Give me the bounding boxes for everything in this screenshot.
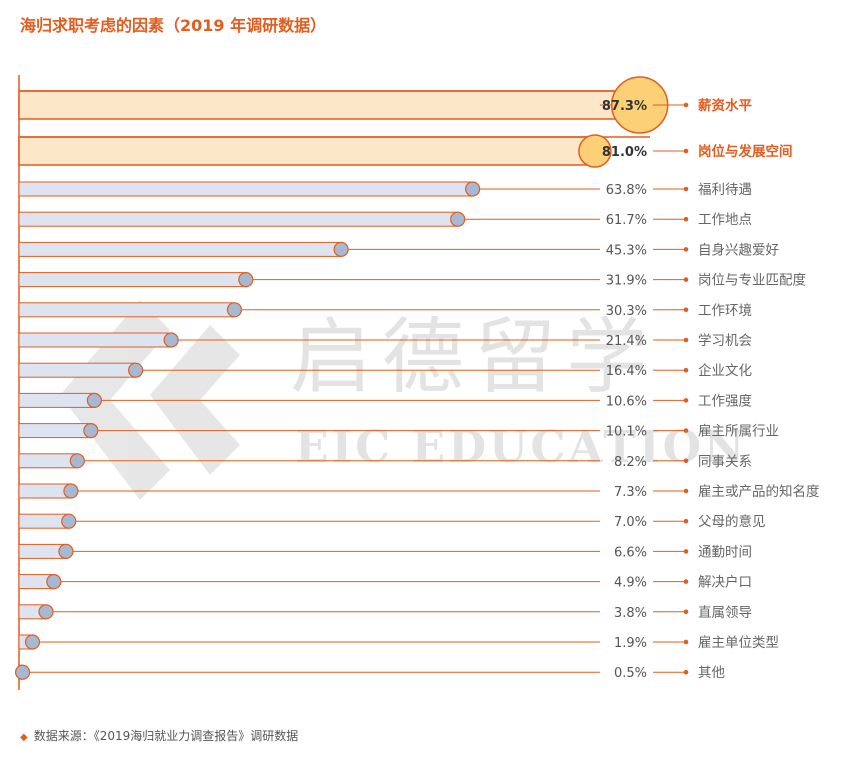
data-point xyxy=(61,513,77,529)
data-point xyxy=(238,272,254,288)
category-label: 岗位与发展空间 xyxy=(698,143,793,160)
connector-dot xyxy=(683,488,689,494)
data-point xyxy=(86,392,102,408)
category-label: 雇主所属行业 xyxy=(698,423,779,440)
connector-dot xyxy=(683,102,689,108)
data-point xyxy=(63,483,79,499)
value-label: 7.0% xyxy=(614,515,647,530)
bar xyxy=(18,302,235,318)
connector-dot xyxy=(683,609,689,615)
connector-dot xyxy=(683,186,689,192)
connector-dot xyxy=(683,669,689,675)
connector-dot xyxy=(683,277,689,282)
category-label: 薪资水平 xyxy=(698,97,752,114)
bar xyxy=(18,453,78,469)
watermark-cn-text: 启德留学 xyxy=(290,310,658,405)
data-point xyxy=(58,543,74,560)
category-label: 雇主单位类型 xyxy=(698,634,779,651)
value-label: 10.1% xyxy=(606,425,647,440)
category-label: 通勤时间 xyxy=(698,544,752,560)
bar xyxy=(18,90,641,120)
bar xyxy=(18,362,137,378)
connector-dot xyxy=(683,549,689,554)
category-label: 岗位与专业匹配度 xyxy=(698,273,806,289)
data-point xyxy=(38,604,54,620)
bar xyxy=(18,211,459,227)
value-label: 31.9% xyxy=(606,274,647,289)
bar xyxy=(18,392,95,408)
category-label: 父母的意见 xyxy=(698,513,766,530)
data-point xyxy=(24,634,41,650)
bar xyxy=(18,483,72,499)
connector-dot xyxy=(683,307,689,313)
footnote: ◆ 数据来源：《2019海归就业力调查报告》调研数据 xyxy=(20,727,298,744)
bar xyxy=(18,181,474,197)
connector-dot xyxy=(683,518,689,524)
category-label: 学习机会 xyxy=(698,333,752,349)
value-label: 6.6% xyxy=(614,545,647,560)
category-label: 雇主或产品的知名度 xyxy=(698,483,820,500)
connector-dot xyxy=(683,428,689,433)
data-point xyxy=(128,362,144,378)
diamond-icon: ◆ xyxy=(20,732,28,743)
chart-title: 海归求职考虑的因素（2019 年调研数据） xyxy=(20,16,327,35)
footnote-text: 数据来源：《2019海归就业力调查报告》调研数据 xyxy=(33,729,299,743)
connector-dot xyxy=(683,216,689,222)
data-point xyxy=(69,453,85,469)
connector-dot xyxy=(683,579,689,584)
watermark-en-text: EIC EDUCATION xyxy=(295,422,747,473)
data-point xyxy=(14,664,31,680)
value-label: 3.8% xyxy=(614,606,647,621)
value-label: 8.2% xyxy=(614,455,647,470)
value-label: 61.7% xyxy=(606,213,647,228)
connector-dot xyxy=(683,639,689,645)
connector-dot xyxy=(683,148,689,154)
connector-dot xyxy=(683,458,689,464)
data-point xyxy=(450,211,466,227)
category-label: 工作强度 xyxy=(698,393,752,409)
data-point xyxy=(465,181,481,197)
value-label: 30.3% xyxy=(606,304,647,319)
value-label: 7.3% xyxy=(614,485,647,500)
value-label: 16.4% xyxy=(606,364,647,379)
value-label: 87.3% xyxy=(602,99,647,114)
bar xyxy=(18,332,172,348)
category-label: 解决户口 xyxy=(698,574,752,591)
data-point xyxy=(83,423,99,439)
value-label: 4.9% xyxy=(614,576,647,591)
data-point xyxy=(578,134,612,168)
value-label: 0.5% xyxy=(614,666,647,681)
horizontal-bar-chart: 启德留学 EIC EDUCATION 87.3% 薪资水平 81.0% 岗位与发展空间… xyxy=(14,75,820,690)
category-label: 同事关系 xyxy=(698,454,752,470)
category-label: 其他 xyxy=(698,665,725,681)
category-label: 直属领导 xyxy=(698,605,752,621)
bar xyxy=(18,272,247,288)
connector-dot xyxy=(683,398,689,403)
data-point xyxy=(333,241,349,257)
value-label: 45.3% xyxy=(606,243,647,258)
data-point xyxy=(46,573,62,590)
category-label: 企业文化 xyxy=(698,362,752,379)
category-label: 福利待遇 xyxy=(698,182,752,198)
value-label: 1.9% xyxy=(614,636,647,651)
value-label: 21.4% xyxy=(606,334,647,349)
bar xyxy=(18,423,92,439)
category-label: 工作地点 xyxy=(698,212,752,228)
connector-dot xyxy=(683,337,689,343)
value-label: 10.6% xyxy=(606,394,647,409)
category-label: 自身兴趣爱好 xyxy=(698,242,779,258)
data-point xyxy=(226,302,243,318)
bar xyxy=(18,241,342,257)
value-label: 63.8% xyxy=(606,183,647,198)
value-label: 81.0% xyxy=(602,145,647,160)
bar xyxy=(18,136,596,166)
data-point xyxy=(163,332,179,348)
category-label: 工作环境 xyxy=(698,303,752,319)
connector-dot xyxy=(683,247,689,252)
connector-dot xyxy=(683,367,689,373)
